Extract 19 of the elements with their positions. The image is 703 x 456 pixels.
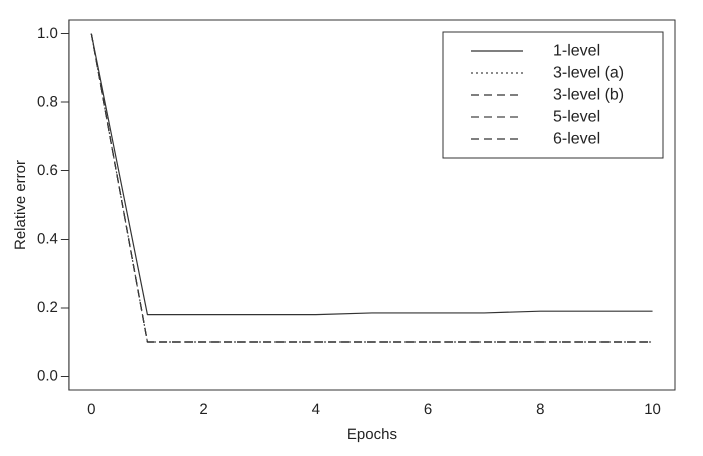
x-tick-label: 2 bbox=[199, 401, 208, 418]
x-tick-label: 6 bbox=[424, 401, 432, 418]
legend-label: 3-level (a) bbox=[553, 64, 624, 82]
x-tick-label: 0 bbox=[87, 401, 96, 418]
y-tick-label: 0.4 bbox=[36, 230, 58, 248]
x-tick-label: 10 bbox=[644, 401, 661, 418]
legend-label: 5-level bbox=[553, 108, 600, 126]
y-tick-label: 0.0 bbox=[36, 367, 58, 384]
y-tick-label: 0.2 bbox=[36, 298, 58, 316]
x-axis-title: Epochs bbox=[346, 426, 397, 444]
y-tick-label: 0.8 bbox=[36, 93, 58, 110]
y-tick-label: 1.0 bbox=[36, 24, 58, 42]
legend-label: 3-level (b) bbox=[553, 86, 624, 104]
legend-label: 6-level bbox=[553, 130, 600, 148]
legend-label: 1-level bbox=[553, 42, 600, 60]
y-axis-title: Relative error bbox=[12, 160, 30, 250]
x-tick-label: 8 bbox=[536, 401, 544, 418]
x-tick-label: 4 bbox=[312, 401, 320, 418]
y-tick-label: 0.6 bbox=[36, 162, 58, 179]
